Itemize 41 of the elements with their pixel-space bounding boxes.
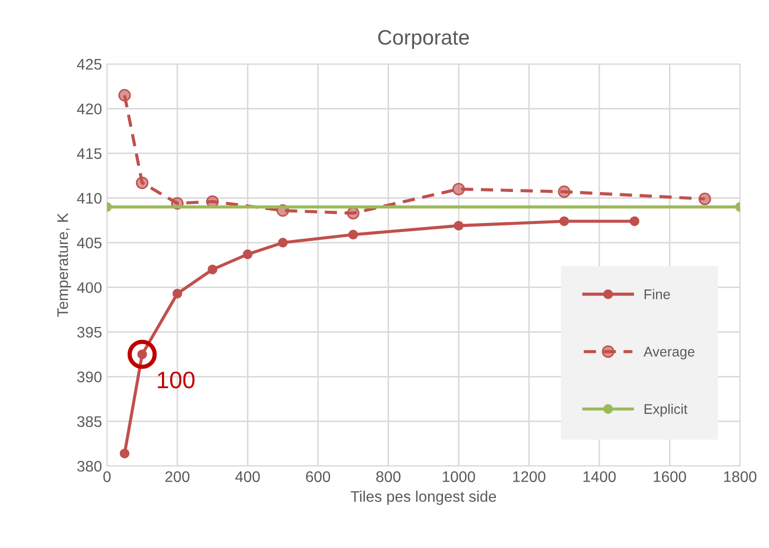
x-tick-label: 1800 (724, 471, 756, 482)
legend-label: Average (644, 346, 694, 360)
x-tick-label: 1200 (513, 471, 546, 482)
y-tick-label: 425 (77, 58, 102, 70)
point (136, 176, 148, 190)
point (630, 216, 640, 226)
y-tick-label: 385 (77, 416, 102, 428)
x-tick-label: 600 (306, 471, 330, 482)
chart-title: Corporate (378, 30, 469, 49)
y-tick-label: 390 (77, 372, 102, 382)
y-tick-label: 395 (77, 326, 102, 338)
x-axis-title: Tiles pes longest side (350, 490, 496, 505)
point (452, 182, 465, 196)
y-tick-label: 415 (77, 148, 102, 160)
x-tick-label: 0 (103, 471, 111, 482)
y-tick-label: 410 (77, 192, 102, 204)
y-tick-label: 420 (77, 104, 102, 114)
x-tick-label: 400 (235, 471, 260, 482)
point (172, 288, 182, 298)
point (348, 230, 358, 240)
point (278, 238, 288, 248)
point (558, 185, 570, 198)
point (118, 89, 131, 102)
y-axis-title: Temperature, K (57, 212, 72, 317)
y-tick-label: 400 (77, 282, 102, 294)
point (120, 448, 130, 458)
legend-label: Explicit (644, 404, 688, 417)
x-tick-label: 1600 (654, 471, 686, 482)
point (559, 216, 570, 226)
y-tick-label: 380 (77, 460, 102, 472)
point (208, 264, 218, 274)
x-tick-label: 1000 (442, 471, 476, 482)
point (698, 192, 712, 206)
x-tick-label: 800 (376, 471, 400, 482)
x-tick-label: 200 (165, 471, 190, 482)
annotation: 100 (158, 372, 195, 388)
y-tick-label: 405 (77, 238, 102, 248)
legend-label: Fine (644, 289, 670, 300)
point (454, 220, 464, 231)
point (242, 249, 253, 260)
x-tick-label: 1400 (584, 471, 616, 482)
